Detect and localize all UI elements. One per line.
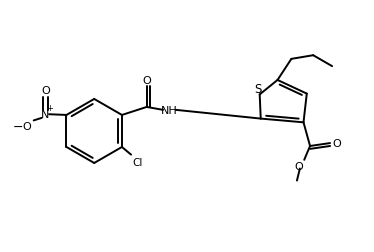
Text: O: O xyxy=(142,75,151,85)
Text: O: O xyxy=(294,161,303,171)
Text: O: O xyxy=(22,121,31,131)
Text: Cl: Cl xyxy=(133,158,143,168)
Text: NH: NH xyxy=(161,105,178,115)
Text: +: + xyxy=(46,104,53,113)
Text: S: S xyxy=(254,82,261,95)
Text: O: O xyxy=(41,86,50,96)
Text: N: N xyxy=(41,110,50,120)
Text: O: O xyxy=(332,139,341,148)
Text: −: − xyxy=(13,121,24,134)
